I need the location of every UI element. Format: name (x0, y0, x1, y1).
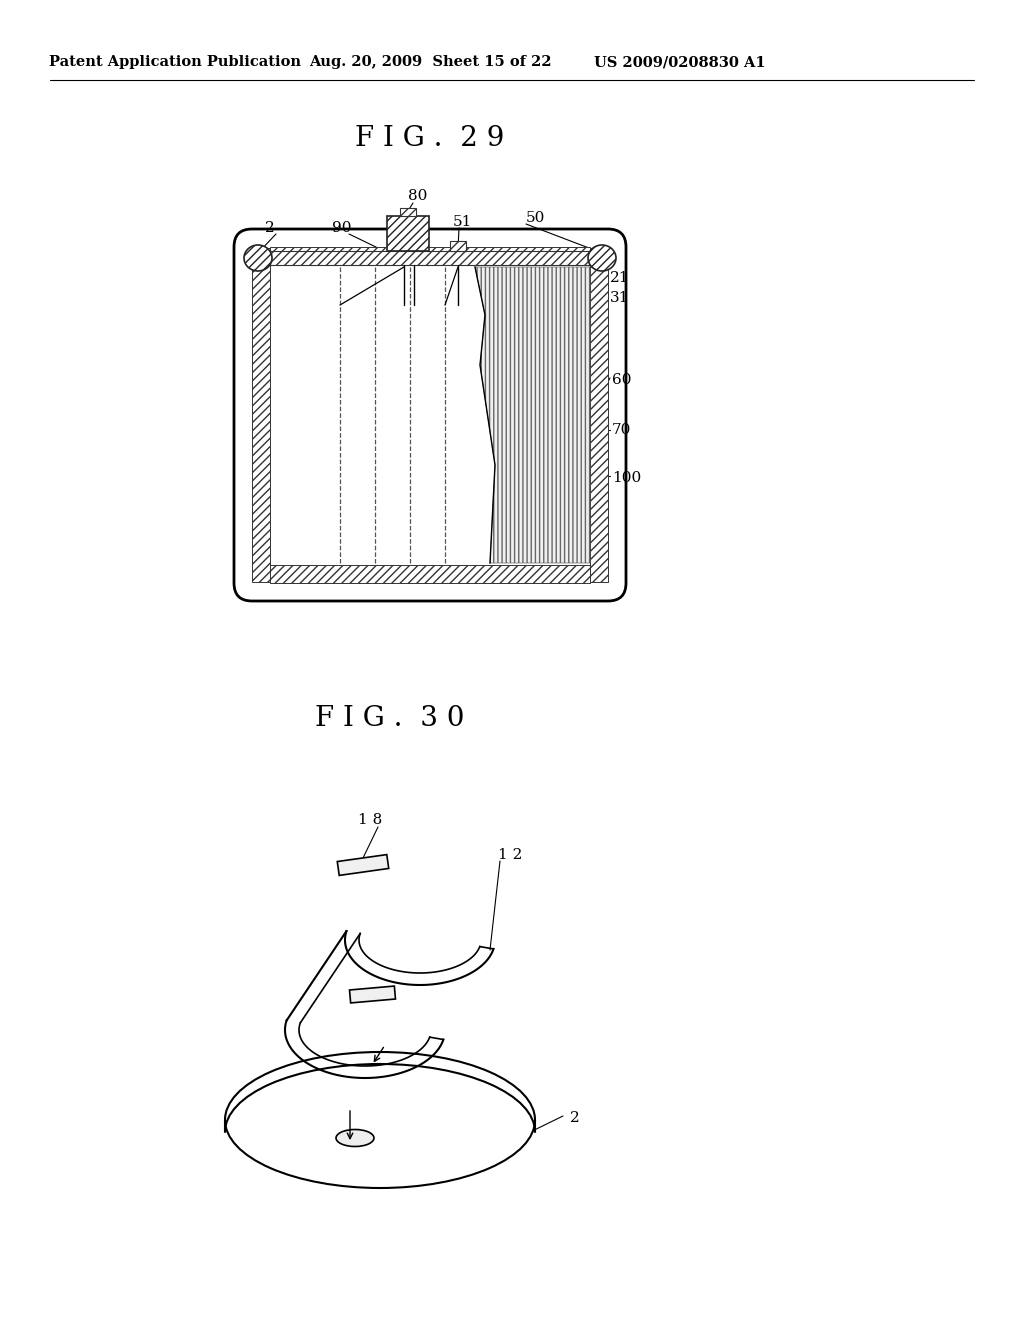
Text: 80: 80 (409, 189, 428, 203)
Text: 31: 31 (610, 290, 630, 305)
Text: 2: 2 (265, 220, 274, 235)
Text: F I G .  2 9: F I G . 2 9 (355, 124, 505, 152)
Ellipse shape (588, 246, 616, 271)
Text: 21: 21 (610, 271, 630, 285)
Ellipse shape (336, 1130, 374, 1147)
Bar (337, 854, 389, 875)
Ellipse shape (225, 1052, 535, 1188)
Bar (387, 216, 429, 251)
Bar (270, 565, 590, 583)
Text: 50: 50 (525, 211, 545, 224)
FancyBboxPatch shape (234, 228, 626, 601)
Text: 90: 90 (332, 220, 352, 235)
Bar (270, 247, 590, 265)
Text: Aug. 20, 2009  Sheet 15 of 22: Aug. 20, 2009 Sheet 15 of 22 (308, 55, 551, 69)
Bar (400, 209, 416, 216)
Text: 70: 70 (612, 422, 632, 437)
Polygon shape (475, 267, 590, 564)
Ellipse shape (244, 246, 272, 271)
Text: F I G .  3 0: F I G . 3 0 (315, 705, 465, 731)
Bar (349, 986, 395, 1003)
Bar (450, 242, 466, 251)
Text: 1 2: 1 2 (498, 847, 522, 862)
Text: 100: 100 (612, 471, 641, 484)
Text: US 2009/0208830 A1: US 2009/0208830 A1 (594, 55, 766, 69)
Bar (270, 265, 590, 565)
Text: Patent Application Publication: Patent Application Publication (49, 55, 301, 69)
Text: 2: 2 (570, 1111, 580, 1125)
Text: 1 8: 1 8 (357, 813, 382, 828)
Text: 51: 51 (453, 215, 472, 228)
Bar (590, 248, 608, 582)
Bar (252, 248, 270, 582)
Text: 60: 60 (612, 374, 632, 387)
Bar (270, 251, 590, 265)
